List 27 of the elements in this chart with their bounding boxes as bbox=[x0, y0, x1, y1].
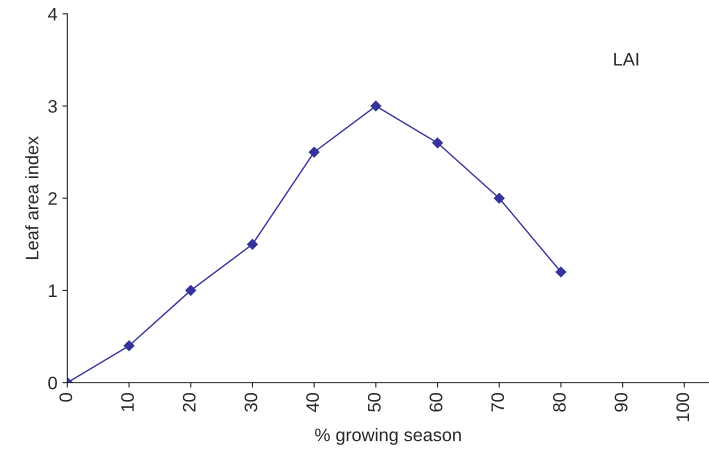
point bbox=[370, 100, 382, 112]
x-tick-label: 70 bbox=[491, 393, 504, 412]
x-tick-label: 40 bbox=[306, 393, 319, 412]
annotation: LAI bbox=[614, 53, 638, 66]
x-tick-label: 80 bbox=[552, 393, 566, 412]
y-tick-label: 0 bbox=[48, 376, 57, 390]
point bbox=[555, 266, 566, 278]
x-axis-title: % growing season bbox=[315, 428, 461, 445]
point bbox=[185, 285, 196, 296]
y-tick-label: 3 bbox=[48, 100, 57, 113]
y-axis-title: Leaf area index bbox=[25, 136, 38, 259]
x-tick-label: 90 bbox=[614, 393, 628, 412]
point bbox=[494, 192, 505, 204]
x-tick-label: 100 bbox=[676, 393, 690, 422]
point bbox=[124, 340, 134, 352]
x-tick-label: 50 bbox=[368, 393, 381, 412]
point bbox=[432, 137, 443, 148]
y-tick-label: 4 bbox=[48, 8, 58, 20]
x-tick-label: 10 bbox=[121, 393, 134, 412]
x-tick-label: 0 bbox=[59, 393, 72, 402]
x-tick-label: 30 bbox=[244, 393, 258, 412]
y-tick-label: 1 bbox=[48, 284, 57, 297]
x-tick-label: 60 bbox=[430, 393, 442, 412]
y-tick-label: 2 bbox=[48, 192, 57, 205]
x-tick-label: 20 bbox=[182, 393, 196, 412]
point bbox=[308, 146, 320, 158]
point bbox=[247, 238, 258, 250]
